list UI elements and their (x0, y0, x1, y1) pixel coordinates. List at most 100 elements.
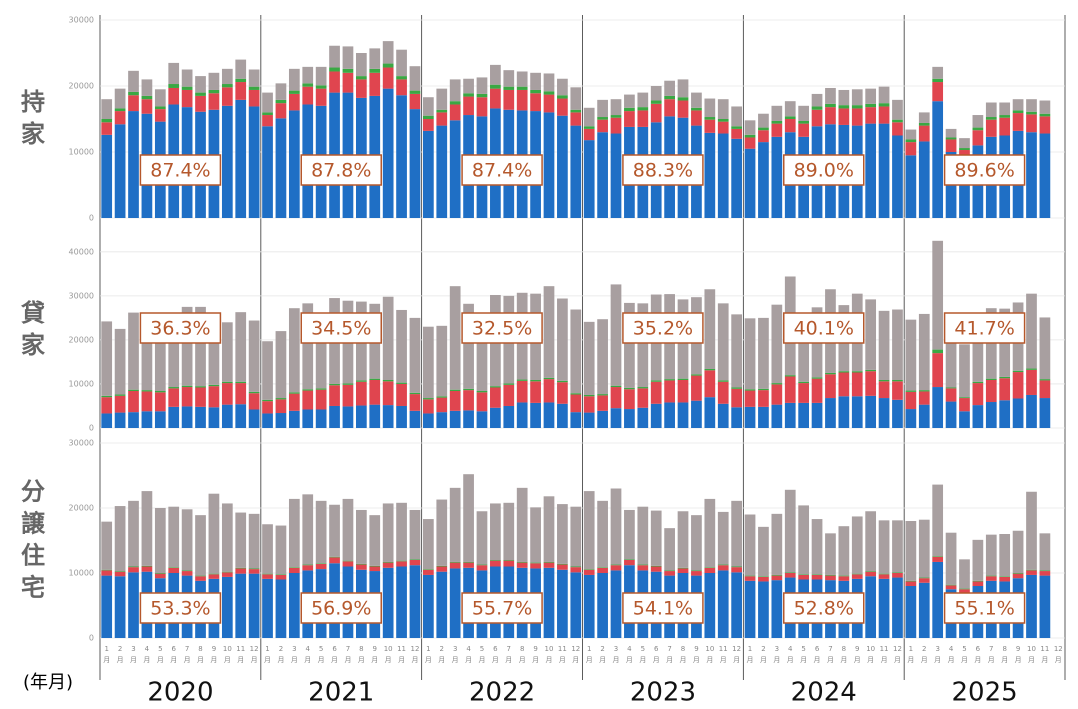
bar-segment (463, 474, 474, 562)
x-tick-label-unit: 月 (787, 656, 794, 664)
bar-segment (490, 88, 501, 109)
bar-segment (664, 570, 675, 572)
bar-segment (208, 574, 220, 579)
bar-segment (945, 320, 957, 388)
bar-segment (717, 511, 729, 565)
bar-segment (262, 92, 273, 113)
bar-segment (235, 404, 247, 428)
bar-segment (1026, 574, 1037, 638)
bar-segment (275, 103, 287, 119)
x-tick-label-number: 2 (440, 645, 444, 653)
bar-segment (396, 383, 407, 406)
bar-segment (168, 567, 180, 573)
bar-segment (650, 403, 662, 428)
bar-segment (717, 381, 729, 404)
x-tick-label-unit: 月 (680, 656, 687, 664)
bar-segment (288, 567, 300, 568)
bar-segment (423, 413, 434, 428)
bar-segment (825, 103, 836, 108)
bar-segment (985, 379, 997, 403)
bar-segment (557, 380, 568, 383)
bar-segment (610, 570, 622, 638)
bar-segment (221, 572, 233, 577)
x-tick-label-unit: 月 (961, 656, 968, 664)
bar-segment (865, 88, 877, 104)
bar-segment (382, 381, 394, 406)
bar-segment (650, 565, 662, 567)
bar-segment (851, 89, 863, 106)
bar-segment (918, 390, 930, 392)
bar-segment (905, 390, 917, 392)
bar-segment (1039, 133, 1051, 218)
bar-segment (262, 341, 273, 400)
x-tick-label-number: 7 (828, 645, 832, 653)
bar-segment (838, 396, 850, 428)
bar-segment (811, 93, 823, 107)
bar-segment (731, 106, 742, 127)
bar-segment (610, 565, 622, 571)
bar-segment (423, 574, 434, 638)
bar-segment (717, 133, 729, 218)
bar-segment (101, 397, 113, 414)
bar-segment (168, 567, 180, 568)
bar-segment (208, 573, 220, 575)
x-tick-label-unit: 月 (425, 656, 432, 664)
bar-segment (101, 134, 113, 218)
bar-segment (476, 321, 488, 392)
annotation: 55.7% (472, 598, 532, 620)
bar-segment (691, 92, 702, 108)
bar-segment (141, 566, 153, 572)
bar-segment (959, 161, 970, 218)
bar-segment (396, 309, 407, 383)
bar-segment (275, 579, 287, 638)
x-tick-label-unit: 月 (800, 656, 807, 664)
bar-segment (128, 566, 139, 568)
bar-segment (248, 409, 260, 428)
bar-segment (476, 565, 488, 571)
bar-segment (1026, 132, 1037, 218)
bar-segment (959, 397, 970, 399)
bar-segment (664, 402, 675, 428)
bar-segment (329, 45, 340, 68)
bar-segment (784, 572, 796, 573)
bar-segment (476, 511, 488, 565)
x-tick-label-unit: 月 (184, 656, 191, 664)
bar-segment (382, 88, 394, 218)
bar-segment (704, 289, 716, 369)
x-tick-label-unit: 月 (210, 656, 217, 664)
bar-segment (423, 519, 434, 570)
x-tick-label-unit: 月 (344, 656, 351, 664)
bar-segment (1026, 491, 1037, 570)
bar-segment (999, 378, 1011, 401)
bar-segment (597, 117, 608, 120)
bar-segment (396, 502, 407, 561)
bar-segment (825, 372, 836, 375)
bar-segment (221, 87, 233, 106)
bar-segment (543, 562, 555, 568)
bar-segment (141, 79, 153, 96)
x-tick-label-unit: 月 (264, 656, 271, 664)
bar-segment (463, 561, 474, 563)
bar-segment (932, 556, 944, 557)
bar-segment (195, 92, 206, 96)
bar-segment (972, 127, 984, 131)
bar-segment (516, 380, 528, 403)
bar-segment (235, 573, 247, 638)
bar-segment (717, 565, 729, 571)
x-tick-label-unit: 月 (626, 656, 633, 664)
bar-segment (315, 88, 327, 106)
bar-segment (449, 410, 461, 428)
bar-segment (248, 569, 260, 574)
bar-segment (436, 396, 448, 398)
annotation-box (943, 312, 1026, 344)
x-tick-label-unit: 月 (881, 656, 888, 664)
bar-segment (771, 575, 783, 581)
x-tick-label-unit: 月 (371, 656, 378, 664)
annotation-box (943, 592, 1026, 624)
